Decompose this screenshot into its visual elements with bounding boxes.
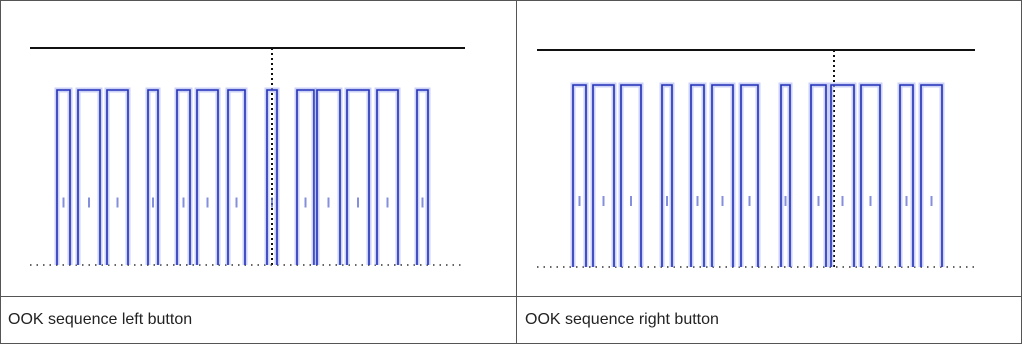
pulse — [741, 85, 758, 267]
pulse-glow — [317, 90, 340, 265]
pulse-mark — [579, 196, 581, 206]
pulse-mark — [207, 198, 209, 208]
table-border — [1, 1, 1022, 344]
pulse-glow — [593, 85, 614, 267]
pulse-glow — [781, 85, 790, 267]
pulse-glow — [377, 90, 398, 265]
caption-left: OOK sequence left button — [0, 296, 516, 343]
pulse-glow — [197, 90, 218, 265]
pulse — [712, 85, 733, 267]
pulse-mark — [117, 198, 119, 208]
pulse — [297, 90, 314, 265]
pulse-mark — [818, 196, 820, 206]
pulse-mark — [630, 196, 632, 206]
pulse-glow — [921, 85, 942, 267]
pulse-glow — [811, 85, 826, 267]
pulse-mark — [749, 196, 751, 206]
pulse-glow — [228, 90, 245, 265]
pulse — [593, 85, 614, 267]
pulse-glow — [78, 90, 100, 265]
pulse-glow — [900, 85, 913, 267]
page: OOK sequence left button OOK sequence ri… — [0, 0, 1022, 344]
pulse-mark — [183, 198, 185, 208]
pulse-mark — [236, 198, 238, 208]
pulse-glow — [57, 90, 70, 265]
pulse-mark — [328, 198, 330, 208]
pulse-mark — [870, 196, 872, 206]
pulse-glow — [621, 85, 641, 267]
pulse-mark — [305, 198, 307, 208]
figure-table — [0, 0, 1022, 344]
pulse-glow — [712, 85, 733, 267]
pulse — [107, 90, 128, 265]
pulse — [228, 90, 245, 265]
pulse-glow — [861, 85, 880, 267]
pulse-mark — [697, 196, 699, 206]
pulse — [377, 90, 398, 265]
pulse — [347, 90, 369, 265]
pulse-mark — [152, 198, 154, 208]
pulse-glow — [347, 90, 369, 265]
pulse-mark — [722, 196, 724, 206]
pulse-mark — [603, 196, 605, 206]
pulse — [861, 85, 880, 267]
pulse-glow — [417, 90, 428, 265]
pulse-mark — [666, 196, 668, 206]
pulse-mark — [906, 196, 908, 206]
pulse-mark — [387, 198, 389, 208]
pulse-mark — [357, 198, 359, 208]
pulse — [197, 90, 218, 265]
pulse — [621, 85, 641, 267]
pulse-mark — [842, 196, 844, 206]
pulse — [78, 90, 100, 265]
pulse-glow — [662, 85, 672, 267]
pulse-glow — [741, 85, 758, 267]
caption-right: OOK sequence right button — [517, 296, 1022, 343]
waveforms — [30, 48, 975, 267]
pulse-glow — [297, 90, 314, 265]
pulse-mark — [63, 198, 65, 208]
pulse-glow — [691, 85, 704, 267]
pulse-glow — [148, 90, 158, 265]
pulse-mark — [88, 198, 90, 208]
pulse-glow — [573, 85, 586, 267]
pulse-mark — [271, 198, 273, 208]
pulse-mark — [422, 198, 424, 208]
pulse-mark — [785, 196, 787, 206]
pulse-glow — [177, 90, 190, 265]
pulse — [317, 90, 340, 265]
pulse-mark — [931, 196, 933, 206]
pulse-glow — [107, 90, 128, 265]
pulse — [921, 85, 942, 267]
